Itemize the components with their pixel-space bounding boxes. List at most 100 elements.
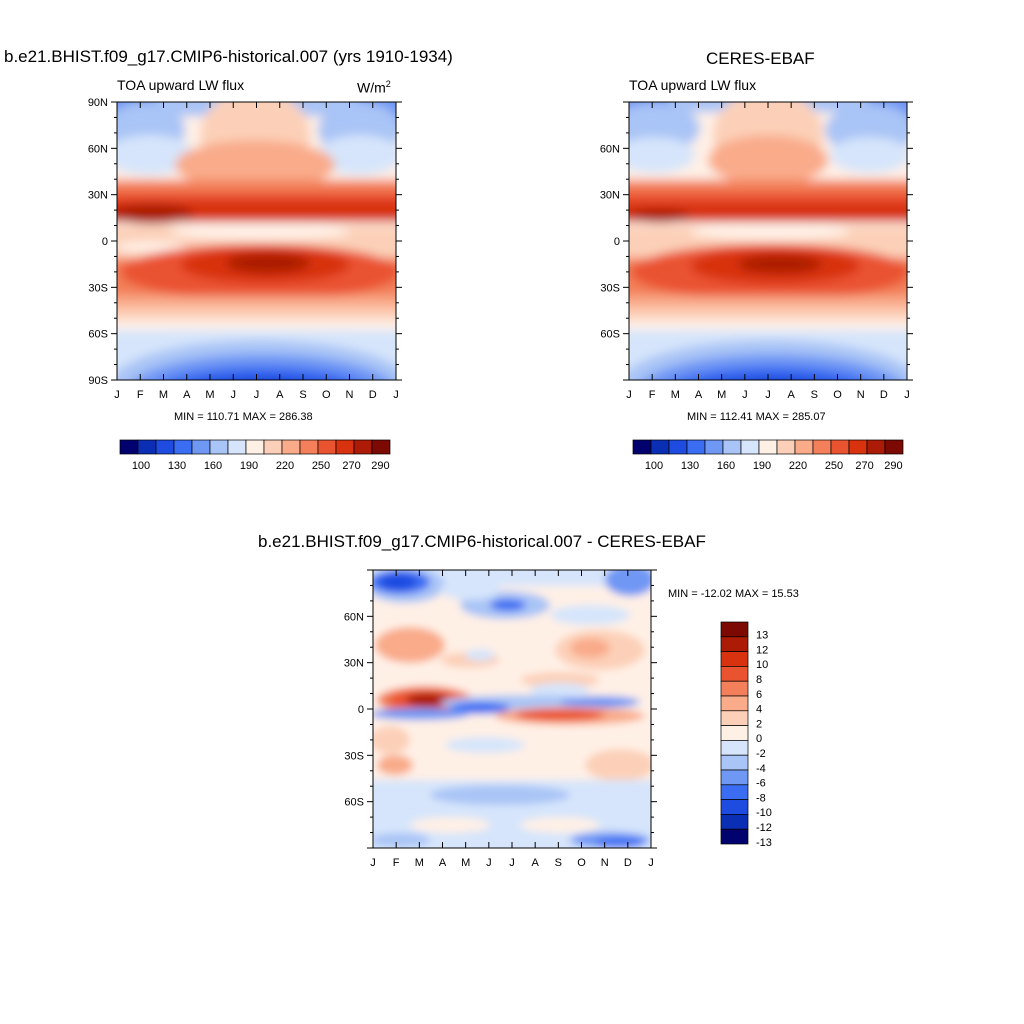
- panel2-xtick-label: J: [742, 389, 748, 401]
- panel3-colorbar-label: 12: [756, 644, 768, 656]
- panel1-colorbar-label: 100: [132, 460, 150, 472]
- panel2-ytick-label: 60N: [600, 143, 620, 155]
- panel1-colorbar-box: [353, 439, 373, 455]
- panel1-ytick-label: 90N: [88, 97, 108, 109]
- panel1-xtick-label: D: [369, 389, 377, 401]
- panel2-colorbar-box: [722, 439, 742, 455]
- panel1-colorbar-box: [155, 439, 175, 455]
- panel1-xtick-label: M: [205, 389, 214, 401]
- panel1-xtick-label: S: [299, 389, 306, 401]
- panel3-colorbar-label: -2: [756, 748, 766, 760]
- panel1-xtick-label: N: [346, 389, 354, 401]
- panel3-colorbar-box: [720, 725, 749, 741]
- panel2-colorbar-box: [668, 439, 688, 455]
- panel3-colorbar-label: 4: [756, 704, 762, 716]
- panel2-xtick-label: J: [904, 389, 910, 401]
- panel3-colorbar-box: [720, 621, 749, 638]
- panel3-xtick-label: J: [486, 857, 492, 869]
- panel1-colorbar-label: 130: [168, 460, 186, 472]
- panel2-xtick-label: S: [811, 389, 818, 401]
- panel2-colorbar-box: [848, 439, 868, 455]
- panel1-colorbar-label: 190: [240, 460, 258, 472]
- panel2-colorbar-box: [884, 439, 904, 455]
- panel3-colorbar-label: -10: [756, 807, 772, 819]
- panel3-colorbar-label: -6: [756, 778, 766, 790]
- panel3-colorbar-box: [720, 784, 749, 800]
- panel3-minmax: MIN = -12.02 MAX = 15.53: [668, 588, 799, 600]
- panel1-colorbar-label: 270: [342, 460, 360, 472]
- panel1-xtick-label: J: [231, 389, 237, 401]
- panel1-colorbar-box: [245, 439, 265, 455]
- panel1-xtick-label: F: [137, 389, 144, 401]
- panel2-minmax: MIN = 112.41 MAX = 285.07: [687, 411, 826, 423]
- panel3-colorbar-label: 13: [756, 630, 768, 642]
- panel3-colorbar-box: [720, 799, 749, 815]
- panel2-colorbar-label: 190: [753, 460, 771, 472]
- panel1-colorbar-box: [137, 439, 157, 455]
- panel2-xtick-label: J: [765, 389, 771, 401]
- panel3-ytick-label: 0: [358, 704, 364, 716]
- panel1-colorbar-box: [371, 439, 391, 455]
- panel1-units: W/m2: [357, 79, 391, 96]
- panel3-colorbar-label: 0: [756, 733, 762, 745]
- panel1-colorbar-label: 220: [276, 460, 294, 472]
- panel3-colorbar-box: [720, 666, 749, 682]
- panel2-colorbar-box: [866, 439, 886, 455]
- panel1-xtick-label: J: [254, 389, 260, 401]
- panel3-colorbar-box: [720, 636, 749, 652]
- panel2-colorbar-box: [686, 439, 706, 455]
- panel3-colorbar-box: [720, 710, 749, 726]
- panel1-xtick-label: A: [276, 389, 284, 401]
- panel1-colorbar-box: [209, 439, 229, 455]
- panel3-colorbar-box: [720, 651, 749, 667]
- panel2-xtick-label: D: [880, 389, 888, 401]
- panel2-colorbar-label: 130: [681, 460, 699, 472]
- panel1-colorbar-box: [191, 439, 211, 455]
- panel1-colorbar-box: [335, 439, 355, 455]
- panel1-xtick-label: J: [393, 389, 399, 401]
- panel3-xtick-label: M: [461, 857, 470, 869]
- panel1-colorbar-box: [263, 439, 283, 455]
- panel3-colorbar-box: [720, 754, 749, 771]
- panel1-colorbar-label: 250: [312, 460, 330, 472]
- panel1-xtick-label: O: [322, 389, 331, 401]
- panel2-xtick-label: M: [717, 389, 726, 401]
- panel2-colorbar-box: [758, 439, 778, 455]
- panel2-colorbar-box: [794, 439, 814, 455]
- panel3-title: b.e21.BHIST.f09_g17.CMIP6-historical.007…: [258, 532, 706, 551]
- panel3-xtick-label: F: [393, 857, 400, 869]
- panel2-variable-label: TOA upward LW flux: [629, 77, 757, 93]
- panel3-colorbar-label: -4: [756, 763, 766, 775]
- panel3-colorbar-label: -13: [756, 837, 772, 849]
- panel3-colorbar-box: [720, 740, 749, 756]
- panel3-colorbar-label: 8: [756, 674, 762, 686]
- panel1-colorbar-label: 160: [204, 460, 222, 472]
- panel3-xtick-label: A: [531, 857, 539, 869]
- panel1-xtick-label: A: [183, 389, 191, 401]
- panel3-ytick-label: 30S: [344, 750, 364, 762]
- panel3-ytick-label: 30N: [344, 658, 364, 670]
- panel3-colorbar-label: 2: [756, 718, 762, 730]
- panel1-contour-field: [117, 102, 396, 380]
- panel1-colorbar-label: 290: [371, 460, 389, 472]
- panel3-colorbar-box: [720, 769, 749, 786]
- panel3-contour-field: [373, 570, 651, 848]
- panel3-colorbar-box: [720, 828, 749, 845]
- panel1-ytick-label: 30S: [88, 282, 108, 294]
- panel1-ytick-label: 60N: [88, 143, 108, 155]
- panel1-ytick-label: 90S: [88, 375, 108, 387]
- panel3-xtick-label: M: [415, 857, 424, 869]
- panel3-xtick-label: S: [555, 857, 562, 869]
- panel2-colorbar-box: [704, 439, 724, 455]
- panel2-xtick-label: A: [787, 389, 795, 401]
- panel1-ytick-label: 60S: [88, 329, 108, 341]
- panel1-colorbar-box: [119, 439, 139, 455]
- panel3-colorbar-label: 6: [756, 689, 762, 701]
- panel3-colorbar-label: -8: [756, 792, 766, 804]
- panel2-xtick-label: O: [833, 389, 842, 401]
- panel2-colorbar-box: [812, 439, 832, 455]
- panel2-ytick-label: 60S: [600, 329, 620, 341]
- panel3-xtick-label: O: [577, 857, 586, 869]
- panel2-colorbar-box: [632, 439, 652, 455]
